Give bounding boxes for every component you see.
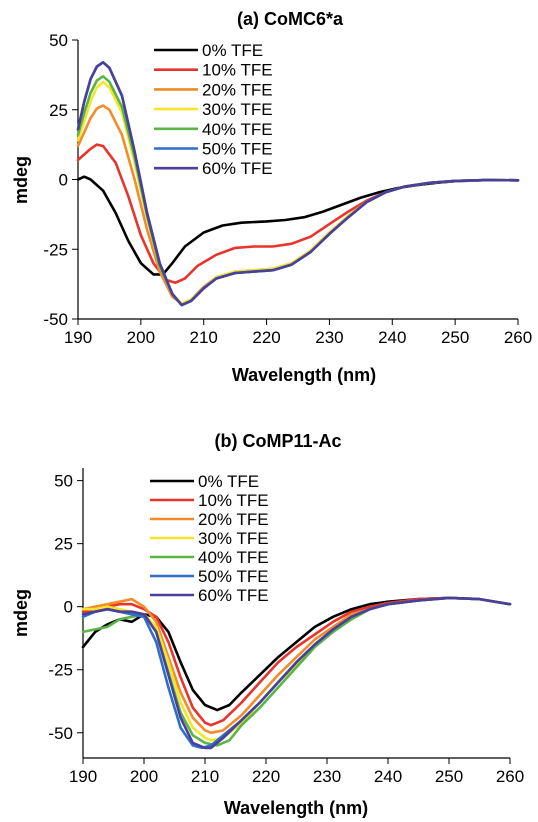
- y-tick-label: 50: [49, 31, 68, 50]
- x-tick-label: 250: [435, 767, 463, 786]
- legend-label: 20% TFE: [202, 80, 273, 99]
- y-tick-label: 50: [54, 472, 73, 491]
- legend-label: 60% TFE: [198, 586, 269, 605]
- x-tick-label: 230: [313, 767, 341, 786]
- y-axis-label: mdeg: [11, 589, 31, 637]
- legend-label: 50% TFE: [202, 140, 273, 159]
- legend-label: 40% TFE: [202, 120, 273, 139]
- x-axis-label: Wavelength (nm): [232, 365, 376, 385]
- series-line: [81, 596, 512, 750]
- x-tick-label: 200: [130, 767, 158, 786]
- y-tick-label: -50: [43, 310, 68, 329]
- x-tick-label: 240: [378, 328, 406, 347]
- x-tick-label: 250: [441, 328, 469, 347]
- chart-panel-b: (b) CoMP11-Ac mdeg Wavelength (nm) 190 20…: [11, 431, 524, 818]
- y-tick-label: -25: [48, 661, 73, 680]
- legend-label: 0% TFE: [198, 472, 259, 491]
- x-tick-label: 260: [504, 328, 532, 347]
- y-tick-label: 25: [49, 101, 68, 120]
- series-line: [76, 61, 520, 307]
- plot-area: [76, 40, 520, 320]
- legend-label: 30% TFE: [202, 100, 273, 119]
- legend-label: 10% TFE: [202, 61, 273, 80]
- legend-label: 30% TFE: [198, 529, 269, 548]
- plot-area: [81, 468, 512, 759]
- legend-label: 0% TFE: [202, 41, 263, 60]
- x-tick-label: 230: [315, 328, 343, 347]
- legend-label: 10% TFE: [198, 491, 269, 510]
- y-tick-label: 0: [59, 171, 68, 190]
- x-tick-label: 210: [191, 767, 219, 786]
- series-line: [81, 596, 512, 712]
- y-tick-label: -50: [48, 724, 73, 743]
- x-tick-label: 260: [496, 767, 524, 786]
- chart-title: (b) CoMP11-Ac: [214, 431, 341, 451]
- y-axis-label: mdeg: [11, 156, 31, 204]
- x-tick-label: 210: [190, 328, 218, 347]
- x-tick-label: 240: [374, 767, 402, 786]
- y-tick-label: -25: [43, 240, 68, 259]
- x-tick-label: 200: [127, 328, 155, 347]
- x-tick-label: 220: [252, 328, 280, 347]
- legend-label: 40% TFE: [198, 548, 269, 567]
- legend-label: 60% TFE: [202, 159, 273, 178]
- x-tick-label: 190: [64, 328, 92, 347]
- chart-panel-a: (a) CoMC6*a mdeg Wavelength (nm) 190 200 2…: [11, 9, 532, 385]
- legend-label: 20% TFE: [198, 510, 269, 529]
- x-tick-label: 190: [69, 767, 97, 786]
- y-tick-label: 25: [54, 535, 73, 554]
- chart-title: (a) CoMC6*a: [237, 9, 344, 29]
- x-tick-label: 220: [252, 767, 280, 786]
- x-axis-label: Wavelength (nm): [224, 798, 368, 818]
- series-line: [81, 596, 512, 727]
- y-tick-label: 0: [64, 598, 73, 617]
- series-line: [76, 61, 520, 307]
- series-line: [76, 75, 520, 307]
- legend-label: 50% TFE: [198, 567, 269, 586]
